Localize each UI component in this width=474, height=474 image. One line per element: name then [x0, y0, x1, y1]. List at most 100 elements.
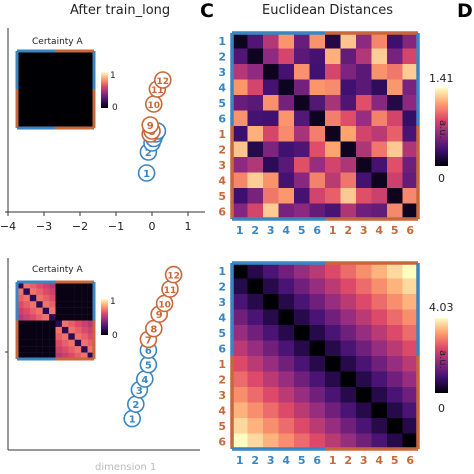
- inset-cell: [23, 307, 31, 315]
- heatmap-cell: [325, 188, 341, 204]
- heatmap-cell: [371, 387, 388, 403]
- inset-cell: [29, 307, 37, 315]
- heatmap-cell: [309, 48, 326, 65]
- inset-cell: [55, 288, 63, 296]
- inset-cell: [36, 288, 43, 296]
- inset-cell: [23, 288, 31, 296]
- heatmap-cell: [263, 263, 279, 279]
- heatmap-cell: [278, 418, 295, 434]
- heatmap-cell: [371, 188, 388, 204]
- heatmap-cell: [232, 325, 248, 341]
- heatmap-cell: [371, 126, 388, 142]
- inset-cell: [17, 307, 24, 315]
- heatmap-cell: [247, 141, 264, 158]
- col-label: 1: [329, 454, 337, 467]
- heatmap-cell: [309, 79, 326, 96]
- inset-title-bottom: Certainty A: [32, 265, 83, 275]
- inset-cell: [17, 352, 24, 360]
- heatmap-cell: [309, 387, 326, 403]
- inset-cell: [68, 288, 75, 296]
- heatmap-cell: [356, 33, 372, 49]
- row-label: 5: [218, 420, 226, 433]
- inset-cell: [23, 339, 31, 347]
- bottom-cut-label: dimension 1: [95, 462, 156, 473]
- heatmap-cell: [371, 172, 388, 189]
- inset-cell: [87, 288, 95, 296]
- heatmap-cell: [232, 371, 248, 388]
- heatmap-cell: [387, 294, 403, 310]
- heatmap-cell: [356, 418, 372, 434]
- heatmap-cell: [294, 263, 310, 279]
- heatmap-cell: [371, 371, 388, 388]
- inset-cell: [87, 314, 95, 321]
- heatmap-cell: [340, 263, 357, 279]
- heatmap-cell: [294, 371, 310, 388]
- inset-cell: [87, 352, 95, 360]
- heatmap-cell: [278, 203, 295, 220]
- heatmap-cell: [278, 141, 295, 158]
- inset-cell: [81, 301, 88, 308]
- heatmap-cell: [247, 48, 264, 65]
- col-label: 4: [375, 454, 383, 467]
- heatmap-cell: [325, 340, 341, 357]
- heatmap-cell: [325, 263, 341, 279]
- inset-cell: [49, 346, 56, 353]
- heatmap-cell: [278, 371, 295, 388]
- inset-cell: [61, 307, 69, 315]
- heatmap-cell: [294, 340, 310, 357]
- inset-cell: [74, 352, 82, 360]
- heatmap-cell: [294, 294, 310, 310]
- inset-cell: [49, 288, 56, 296]
- left-bottom-axes: [5, 258, 200, 451]
- inset-cell: [55, 339, 63, 347]
- inset-cell: [87, 320, 95, 328]
- heatmap-cell: [356, 126, 372, 142]
- inset-cell: [17, 333, 24, 340]
- heatmap-cell: [356, 188, 372, 204]
- heatmap-cell: [402, 294, 419, 310]
- heatmap-cell: [294, 33, 310, 49]
- heatmap-cell: [247, 188, 264, 204]
- inset-cell: [68, 326, 75, 334]
- heatmap-cell: [356, 48, 372, 65]
- heatmap-cell: [247, 418, 264, 434]
- col-label: 5: [298, 454, 306, 467]
- inset-cell: [49, 326, 56, 334]
- heatmap-cell: [387, 79, 403, 96]
- inset-cell: [81, 294, 88, 302]
- col-label: 2: [344, 454, 352, 467]
- col-label: 5: [298, 224, 306, 237]
- inset-cell: [61, 294, 69, 302]
- inset-cell: [61, 314, 69, 321]
- heatmap-cell: [371, 64, 388, 80]
- heatmap-cell: [325, 110, 341, 127]
- heatmap-cell: [402, 33, 419, 49]
- inset-cell: [49, 301, 56, 308]
- heatmap-cell: [387, 64, 403, 80]
- inset-cell: [17, 301, 24, 308]
- inset-cell: [68, 352, 75, 360]
- row-label: 1: [218, 35, 226, 48]
- heatmap-cell: [294, 64, 310, 80]
- inset-cell: [61, 352, 69, 360]
- heatmap-cell: [232, 64, 248, 80]
- cbar-top-max: 1.41: [429, 72, 454, 85]
- inset-cell: [42, 320, 50, 328]
- col-label: 3: [267, 454, 275, 467]
- scatter-point-label: 11: [164, 286, 177, 296]
- scatter-point: [137, 164, 156, 182]
- inset-cbar-top-min: 0: [112, 103, 118, 113]
- heatmap-cell: [340, 294, 357, 310]
- heatmap-cell: [387, 188, 403, 204]
- heatmap-cell: [232, 387, 248, 403]
- heatmap-cell: [387, 110, 403, 127]
- heatmap-cell: [371, 141, 388, 158]
- heatmap-cell: [387, 157, 403, 173]
- scatter-point-label: 9: [156, 310, 163, 321]
- inset-cell: [68, 346, 75, 353]
- inset-cell: [55, 346, 63, 353]
- col-label: 5: [391, 454, 399, 467]
- inset-cell: [17, 326, 24, 334]
